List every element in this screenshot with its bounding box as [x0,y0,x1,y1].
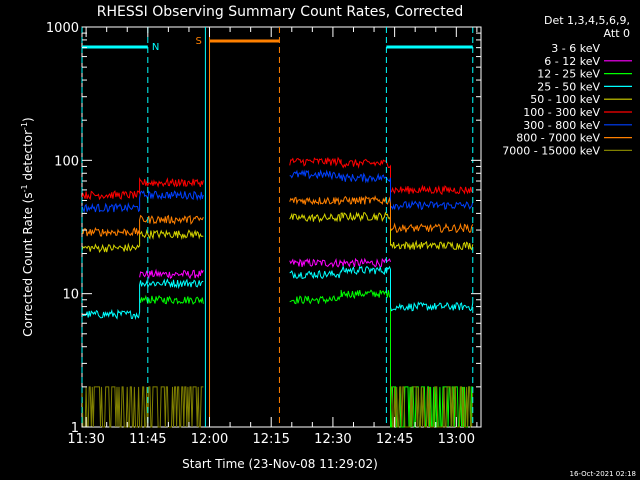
series-line [289,257,391,269]
series-line [289,265,474,312]
series-line [289,278,391,293]
series-line [139,294,204,305]
legend-header-detectors: Det 1,3,4,5,6,9, [544,14,630,27]
y-axis-label-sup1: -1 [20,184,29,192]
plot-frame [81,26,482,428]
y-tick-label: 10 [62,288,79,303]
legend-label: 100 - 300 keV [523,106,600,119]
series-line [81,386,204,428]
x-tick-label: 12:45 [376,432,413,447]
series-line [81,176,204,201]
saa-label: S [196,36,202,47]
night-label: N [152,42,159,53]
series-line [289,169,474,211]
y-tick-label: 1 [71,421,79,436]
annotation-layer: NS [81,27,474,427]
series-line [81,229,204,253]
series-line [390,386,474,428]
x-tick-label: 11:45 [129,432,166,447]
y-axis-label-main: Corrected Count Rate (s [21,192,35,336]
series-line [289,211,474,251]
y-tick-label: 1000 [46,21,79,36]
series-line [81,214,204,237]
legend-label: 6 - 12 keV [544,55,600,68]
series-line [81,278,204,321]
series-line [289,194,474,234]
x-tick-label: 12:15 [252,432,289,447]
legend-label: 7000 - 15000 keV [502,144,600,157]
y-axis-label-end: ) [21,117,35,122]
series-line [289,156,474,196]
legend-label: 25 - 50 keV [537,80,600,93]
legend-label: 50 - 100 keV [530,93,600,106]
x-axis-label: Start Time (23-Nov-08 11:29:02) [182,457,378,471]
series-layer [81,156,474,428]
generation-timestamp: 16-Oct-2021 02:18 [570,470,636,478]
axis-layer: 1 10 100 1000 11:30 11:45 12:00 12:15 12:30 12:45… [46,21,481,447]
series-line [139,268,204,280]
legend-label: 12 - 25 keV [537,68,600,81]
y-tick-label: 100 [54,154,79,169]
series-line [289,289,473,428]
x-tick-label: 11:30 [67,432,104,447]
y-axis-label-mid: detector [21,130,35,185]
x-tick-label: 12:00 [191,432,228,447]
y-axis-label: Corrected Count Rate (s-1 detector-1) [20,117,35,336]
series-line [139,288,204,300]
x-tick-label: 12:30 [314,432,351,447]
legend-header-attenuator: Att 0 [604,27,630,40]
x-tick-label: 13:00 [438,432,475,447]
series-line [81,190,204,214]
legend-label: 3 - 6 keV [551,42,600,55]
legend-label: 300 - 800 keV [523,119,600,132]
chart-title: RHESSI Observing Summary Count Rates, Co… [97,4,463,20]
legend-label: 800 - 7000 keV [516,132,600,145]
y-axis-label-sup2: -1 [20,122,29,130]
